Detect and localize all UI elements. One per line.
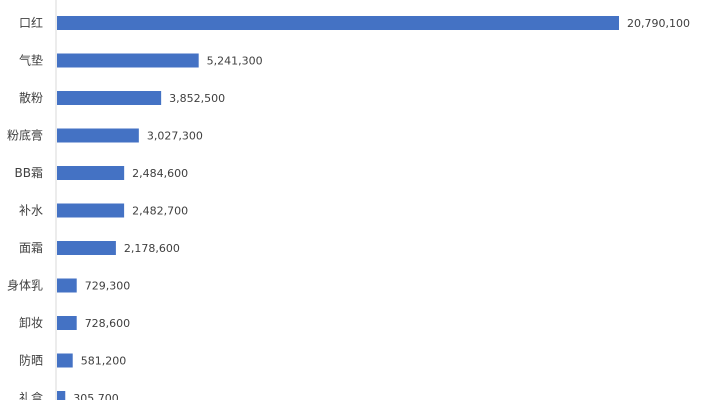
value-label: 20,790,100 [627,17,690,30]
bar-6 [57,203,125,218]
category-label: 礼盒 [19,390,43,400]
category-label: 卸妆 [19,315,43,330]
bar-2 [57,53,199,68]
category-label: 气垫 [19,53,43,68]
category-label: 面霜 [19,241,43,255]
bar-10 [57,353,73,368]
category-label: 补水 [19,204,43,218]
value-label: 3,852,500 [169,92,225,105]
category-label: BB霜 [15,166,43,180]
value-label: 581,200 [81,355,127,368]
category-label: 口红 [19,15,43,30]
value-label: 3,027,300 [147,130,203,143]
value-label: 2,484,600 [132,167,188,180]
value-label: 305,700 [73,392,119,400]
bar-11 [57,391,66,400]
bar-5 [57,166,125,180]
value-label: 2,178,600 [124,242,180,255]
category-label: 防晒 [19,353,43,368]
value-label: 729,300 [85,280,131,293]
category-label: 粉底膏 [7,128,43,143]
labels-layer: 口红 20,790,100 气垫 5,241,300 散粉 3,852,500 粉底膏 3,0… [7,15,690,400]
category-label: 身体乳 [7,278,43,293]
bar-4 [57,128,139,143]
bar-7 [57,241,116,255]
bar-8 [57,278,77,293]
value-label: 5,241,300 [207,55,263,68]
value-label: 728,600 [85,317,131,330]
bar-9 [57,316,77,330]
value-label: 2,482,700 [132,205,188,218]
bar-1 [57,16,619,30]
bars-layer [57,16,619,400]
bar-3 [57,91,162,105]
category-label: 散粉 [19,90,43,105]
